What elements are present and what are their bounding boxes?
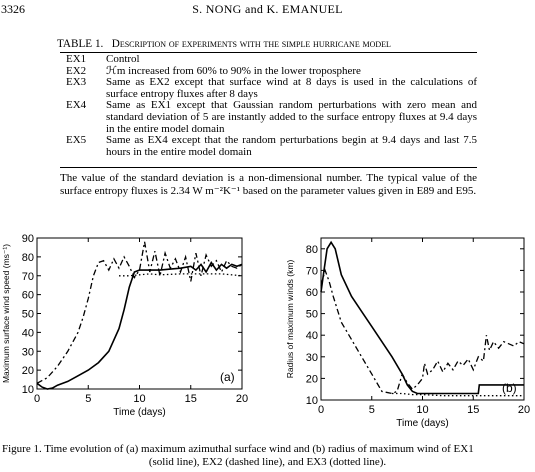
chart-a-series-dashed-line — [36, 241, 243, 384]
chart-a-xlabel: Time (days) — [113, 407, 165, 418]
table-row: EX5 Same as EX4 except that the random pe… — [60, 134, 477, 158]
page-header: 3326 S. NONG and K. EMANUEL — [0, 2, 535, 18]
table-caption: TABLE 1. Description of experiments with… — [57, 38, 477, 50]
chart-a-series-solid-line — [36, 260, 243, 390]
chart-a-ytick-label: 50 — [22, 309, 34, 321]
experiment-description: Same as EX4 except that the random pertu… — [106, 134, 477, 158]
chart-b-panel-label: (b) — [502, 381, 517, 395]
chart-a-ytick-label: 20 — [22, 365, 34, 377]
chart-a-ytick-label: 40 — [22, 327, 34, 339]
chart-a-plot-frame — [36, 237, 243, 390]
chart-a-panel-label: (a) — [220, 370, 235, 384]
experiment-id: EX5 — [66, 134, 87, 147]
experiment-description: ℋm increased from 60% to 90% in the lowe… — [106, 64, 361, 77]
chart-b-xtick-label: 10 — [416, 404, 428, 416]
body-paragraph: The value of the standard deviation is a… — [60, 172, 477, 197]
table-row: EX1 Control — [60, 53, 477, 66]
chart-a-xtick-label: 20 — [236, 393, 248, 405]
figure-caption-line2: (solid line), EX2 (dashed line), and EX3… — [148, 455, 387, 468]
chart-a-ytick-label: 70 — [22, 271, 34, 283]
chart-b-ytick-label: 70 — [306, 265, 318, 277]
chart-b-ytick-label: 20 — [306, 373, 318, 385]
chart-b-xtick-label: 5 — [369, 404, 375, 416]
chart-a-xtick-label: 5 — [85, 393, 91, 405]
experiment-id: EX1 — [66, 53, 87, 65]
experiment-description: Same as EX2 except that surface wind at … — [106, 76, 477, 100]
chart-b-ytick-label: 40 — [306, 330, 318, 342]
chart-a-ytick-label: 10 — [22, 384, 34, 396]
chart-b-ytick-label: 30 — [306, 352, 318, 364]
chart-b-ytick-label: 60 — [306, 287, 318, 299]
chart-b-series-dotted-line — [392, 392, 524, 397]
chart-b-series-solid-line — [320, 240, 524, 395]
table-row: EX4 Same as EX1 except that Gaussian rand… — [60, 100, 477, 135]
chart-b-xtick-label: 15 — [467, 404, 479, 416]
table-label: TABLE 1. — [57, 38, 104, 50]
chart-a-ytick-label: 80 — [22, 252, 34, 264]
table-title: Description of experiments with the simp… — [111, 38, 391, 50]
running-head-authors: S. NONG and K. EMANUEL — [192, 2, 343, 16]
chart-b: 0 5 10 15 20 10 20 30 40 50 60 70 80 Time (days) Radiu… — [285, 237, 530, 429]
chart-b-ytick-label: 50 — [306, 309, 318, 321]
page-number: 3326 — [1, 2, 25, 16]
chart-a-xtick-label: 15 — [185, 393, 197, 405]
chart-a-ytick-label: 60 — [22, 290, 34, 302]
chart-a-ytick-label: 90 — [22, 233, 34, 245]
chart-b-series-dashed-line — [320, 268, 525, 395]
experiment-description: Control — [106, 53, 140, 65]
chart-a-xtick-label: 0 — [34, 393, 40, 405]
chart-a-ytick-label: 30 — [22, 346, 34, 358]
figure-caption: Figure 1. Time evolution of (a) maximum … — [0, 443, 535, 468]
chart-b-ytick-label: 80 — [306, 244, 318, 256]
figure-caption-line1: Figure 1. Time evolution of (a) maximum … — [2, 443, 474, 455]
table-bottom-rule — [60, 167, 477, 168]
table-top-rule — [60, 52, 477, 53]
experiment-id: EX4 — [66, 99, 87, 112]
experiment-id: EX2 — [66, 64, 87, 77]
chart-b-xtick-label: 0 — [318, 404, 324, 416]
chart-a-series-dotted-line — [119, 273, 243, 277]
experiments-table: EX1 Control EX2 ℋm increased from 60% to 90… — [60, 53, 477, 158]
chart-a-ylabel: Maximum surface wind speed (ms⁻¹) — [1, 244, 11, 383]
table-row: EX3 Same as EX2 except that surface wind … — [60, 76, 477, 100]
chart-a-xtick-label: 10 — [133, 393, 145, 405]
experiment-description: Same as EX1 except that Gaussian random … — [106, 99, 477, 135]
chart-b-xtick-label: 20 — [518, 404, 530, 416]
chart-a: 0 5 10 15 20 10 20 30 40 50 60 70 80 90 Time (days) Max… — [1, 233, 248, 418]
chart-b-ytick-label: 10 — [306, 395, 318, 407]
experiment-id: EX3 — [66, 76, 87, 89]
chart-b-ylabel: Radius of maximum winds (km) — [285, 260, 295, 379]
chart-b-xlabel: Time (days) — [396, 418, 448, 429]
table-row: EX2 ℋm increased from 60% to 90% in the l… — [60, 64, 477, 78]
